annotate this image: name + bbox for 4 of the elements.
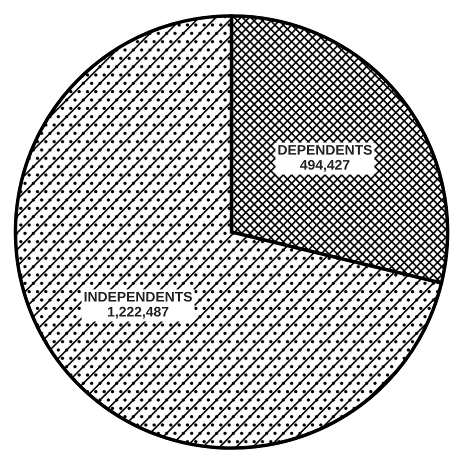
data-label: 1,222,487 xyxy=(108,306,168,319)
slice-label: INDEPENDENTS xyxy=(84,292,192,302)
slice-label: DEPENDENTS xyxy=(278,144,372,155)
data-label: 494,427 xyxy=(300,160,350,172)
